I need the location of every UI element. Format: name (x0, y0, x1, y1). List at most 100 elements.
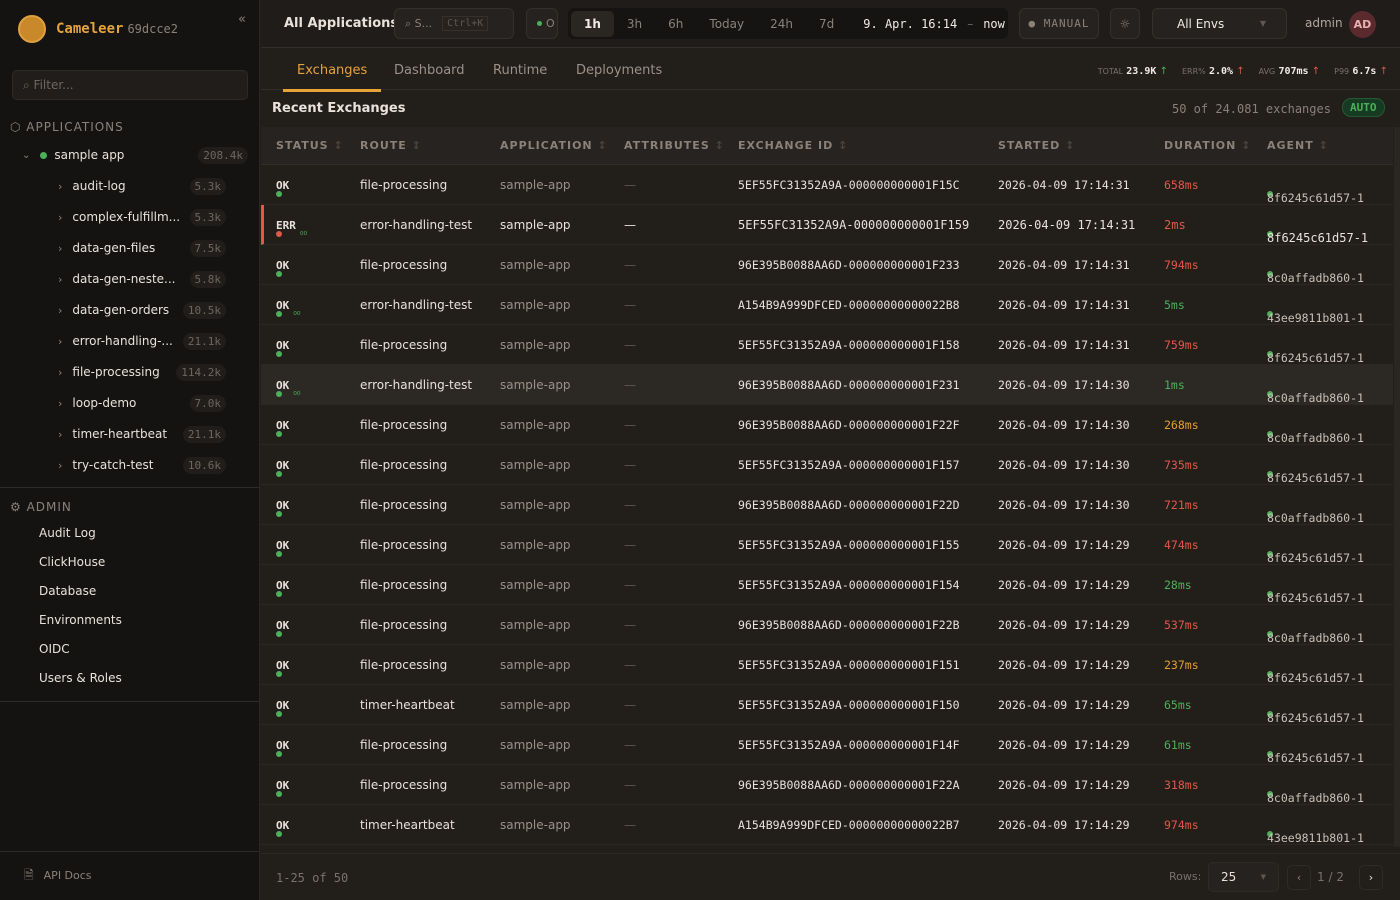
sidebar-admin-item[interactable]: Database (39, 584, 97, 598)
table-row[interactable]: ERR ⁰⁰ error-handling-test sample-app — … (261, 205, 1393, 245)
theme-toggle-sun-icon[interactable]: ☼ (1110, 8, 1140, 39)
table-row[interactable]: OK file-processing sample-app — 96E395B0… (261, 245, 1393, 285)
column-header[interactable]: APPLICATION ↕ (500, 139, 608, 152)
column-header[interactable]: STARTED ↕ (998, 139, 1076, 152)
sidebar-route-item[interactable]: › data-gen-orders 10.5k (58, 299, 226, 321)
sidebar-route-item[interactable]: › error-handling-... 21.1k (58, 330, 226, 352)
route-cell[interactable]: error-handling-test (360, 218, 473, 232)
route-cell[interactable]: file-processing (360, 458, 448, 472)
search-button[interactable]: ⌕ S... Ctrl+K (394, 8, 514, 39)
column-header[interactable]: EXCHANGE ID ↕ (738, 139, 849, 152)
route-cell[interactable]: error-handling-test (360, 378, 473, 392)
column-header[interactable]: DURATION ↕ (1164, 139, 1252, 152)
sidebar-route-item[interactable]: › data-gen-files 7.5k (58, 237, 226, 259)
sidebar-admin-item[interactable]: ClickHouse (39, 555, 106, 569)
range-option[interactable]: 3h (626, 16, 643, 31)
exchange-id-cell[interactable]: 96E395B0088AA6D-000000000001F231 (738, 378, 960, 392)
table-row[interactable]: OK ⁰⁰ error-handling-test sample-app — 9… (261, 365, 1393, 405)
route-cell[interactable]: file-processing (360, 658, 448, 672)
table-row[interactable]: OK timer-heartbeat sample-app — A154B9A9… (261, 805, 1393, 845)
prev-page-button[interactable]: ‹ (1287, 865, 1311, 890)
sidebar-route-item[interactable]: › complex-fulfillm... 5.3k (58, 206, 226, 228)
table-row[interactable]: OK file-processing sample-app — 5EF55FC3… (261, 165, 1393, 205)
exchange-id-cell[interactable]: 5EF55FC31352A9A-000000000001F157 (738, 458, 960, 472)
table-row[interactable]: OK file-processing sample-app — 96E395B0… (261, 765, 1393, 805)
exchange-id-cell[interactable]: 5EF55FC31352A9A-000000000001F14F (738, 738, 960, 752)
scrollbar[interactable] (1394, 127, 1400, 847)
sidebar-admin-item[interactable]: Environments (39, 613, 122, 627)
tab-exchanges[interactable]: Exchanges (282, 63, 382, 92)
exchange-id-cell[interactable]: 5EF55FC31352A9A-000000000001F158 (738, 338, 960, 352)
exchange-id-cell[interactable]: 96E395B0088AA6D-000000000001F22F (738, 418, 960, 432)
table-row[interactable]: OK ⁰⁰ error-handling-test sample-app — A… (261, 285, 1393, 325)
sidebar-route-item[interactable]: › try-catch-test 10.6k (58, 454, 226, 476)
connection-status[interactable]: O (526, 8, 558, 39)
route-cell[interactable]: file-processing (360, 578, 448, 592)
range-option[interactable]: 7d (819, 16, 835, 31)
exchange-id-cell[interactable]: 5EF55FC31352A9A-000000000001F159 (738, 218, 970, 232)
table-row[interactable]: OK file-processing sample-app — 5EF55FC3… (261, 645, 1393, 685)
exchange-id-cell[interactable]: 5EF55FC31352A9A-000000000001F150 (738, 698, 960, 712)
exchange-id-cell[interactable]: 5EF55FC31352A9A-000000000001F155 (738, 538, 960, 552)
exchange-id-cell[interactable]: 5EF55FC31352A9A-000000000001F154 (738, 578, 960, 592)
exchange-id-cell[interactable]: 96E395B0088AA6D-000000000001F233 (738, 258, 960, 272)
rows-per-page-select[interactable]: 25 ▼ (1208, 862, 1279, 892)
filter-input[interactable]: ⌕ Filter... (12, 70, 248, 100)
collapse-sidebar-icon[interactable]: « (238, 12, 246, 27)
table-row[interactable]: OK file-processing sample-app — 96E395B0… (261, 485, 1393, 525)
route-cell[interactable]: timer-heartbeat (360, 818, 455, 832)
column-header[interactable]: ROUTE ↕ (360, 139, 422, 152)
route-cell[interactable]: file-processing (360, 498, 448, 512)
exchange-id-cell[interactable]: 96E395B0088AA6D-000000000001F22D (738, 498, 960, 512)
sidebar-app-sample-app[interactable]: ⌄ sample app 208.4k (22, 145, 248, 165)
route-cell[interactable]: file-processing (360, 258, 448, 272)
route-cell[interactable]: file-processing (360, 778, 448, 792)
range-option[interactable]: 24h (770, 16, 793, 31)
exchange-id-cell[interactable]: 96E395B0088AA6D-000000000001F22A (738, 778, 960, 792)
sidebar-route-item[interactable]: › timer-heartbeat 21.1k (58, 423, 226, 445)
route-cell[interactable]: file-processing (360, 618, 448, 632)
exchange-id-cell[interactable]: 5EF55FC31352A9A-000000000001F151 (738, 658, 960, 672)
table-row[interactable]: OK file-processing sample-app — 5EF55FC3… (261, 325, 1393, 365)
column-header[interactable]: AGENT ↕ (1267, 139, 1329, 152)
table-row[interactable]: OK file-processing sample-app — 5EF55FC3… (261, 445, 1393, 485)
table-row[interactable]: OK file-processing sample-app — 96E395B0… (261, 605, 1393, 645)
table-row[interactable]: OK file-processing sample-app — 5EF55FC3… (261, 565, 1393, 605)
column-header[interactable]: STATUS ↕ (276, 139, 344, 152)
environment-select[interactable]: All Envs ▼ (1152, 8, 1287, 39)
route-cell[interactable]: file-processing (360, 418, 448, 432)
table-row[interactable]: OK timer-heartbeat sample-app — 5EF55FC3… (261, 685, 1393, 725)
sidebar-admin-item[interactable]: OIDC (39, 642, 70, 656)
auto-refresh-badge[interactable]: AUTO (1342, 98, 1385, 117)
exchange-id-cell[interactable]: A154B9A999DFCED-00000000000022B8 (738, 298, 960, 312)
sidebar-admin-item[interactable]: Audit Log (39, 526, 96, 540)
route-cell[interactable]: file-processing (360, 178, 448, 192)
exchange-id-cell[interactable]: A154B9A999DFCED-00000000000022B7 (738, 818, 960, 832)
sidebar-route-item[interactable]: › data-gen-neste... 5.8k (58, 268, 226, 290)
route-cell[interactable]: error-handling-test (360, 298, 473, 312)
exchange-id-cell[interactable]: 5EF55FC31352A9A-000000000001F15C (738, 178, 960, 192)
sidebar-route-item[interactable]: › loop-demo 7.0k (58, 392, 226, 414)
range-option[interactable]: 1h (571, 10, 614, 37)
table-row[interactable]: OK file-processing sample-app — 96E395B0… (261, 405, 1393, 445)
next-page-button[interactable]: › (1359, 865, 1383, 890)
tab-runtime[interactable]: Runtime (493, 63, 548, 78)
api-docs-link[interactable]: 🗎 API Docs (24, 868, 92, 882)
sidebar-route-item[interactable]: › audit-log 5.3k (58, 175, 226, 197)
sidebar-route-item[interactable]: › file-processing 114.2k (58, 361, 226, 383)
route-cell[interactable]: file-processing (360, 338, 448, 352)
tab-deployments[interactable]: Deployments (576, 63, 663, 78)
column-header[interactable]: ATTRIBUTES ↕ (624, 139, 725, 152)
range-option[interactable]: 6h (668, 16, 684, 31)
route-cell[interactable]: file-processing (360, 738, 448, 752)
route-cell[interactable]: timer-heartbeat (360, 698, 455, 712)
range-to[interactable]: now (983, 16, 1005, 31)
exchange-id-cell[interactable]: 96E395B0088AA6D-000000000001F22B (738, 618, 960, 632)
table-row[interactable]: OK file-processing sample-app — 5EF55FC3… (261, 725, 1393, 765)
refresh-mode-button[interactable]: ● MANUAL (1019, 8, 1099, 39)
route-cell[interactable]: file-processing (360, 538, 448, 552)
tab-dashboard[interactable]: Dashboard (394, 63, 465, 78)
range-from[interactable]: 9. Apr. 16:14 (863, 16, 958, 31)
avatar[interactable]: AD (1349, 11, 1376, 38)
table-row[interactable]: OK file-processing sample-app — 5EF55FC3… (261, 525, 1393, 565)
